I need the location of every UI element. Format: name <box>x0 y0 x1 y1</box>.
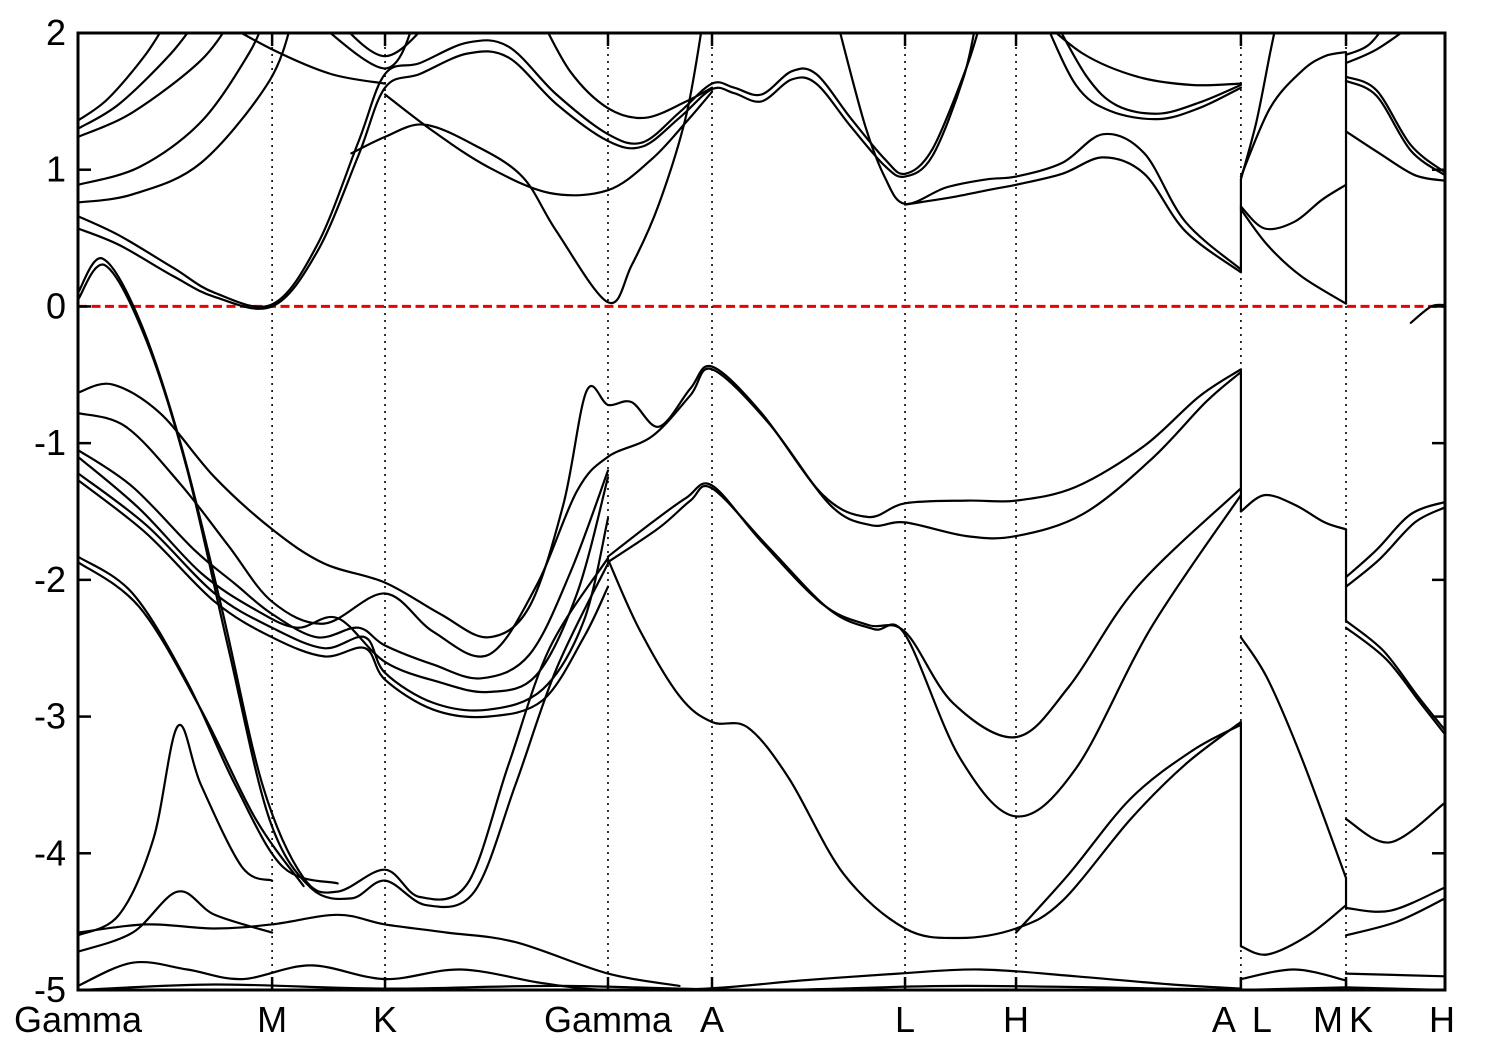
y-tick-label: 1 <box>46 149 66 190</box>
band-r5 <box>1344 500 1445 579</box>
band-v5 <box>78 472 610 712</box>
band-v2 <box>78 367 1242 658</box>
band-r2 <box>1344 33 1403 65</box>
axis-ticks <box>76 31 1447 992</box>
band-c5 <box>78 33 290 204</box>
band-bp2 <box>606 484 1242 818</box>
band-v3 <box>78 448 610 680</box>
band-bp1 <box>606 482 1242 739</box>
band-d1 <box>606 558 1242 940</box>
band-q5 <box>1239 493 1348 531</box>
band-q2 <box>1239 51 1348 178</box>
y-tick-label: -3 <box>34 696 66 737</box>
band-a2 <box>78 890 274 953</box>
y-tick-label: 0 <box>46 285 66 326</box>
band-v4 <box>78 455 610 694</box>
band-p2 <box>78 263 610 909</box>
band-c3 <box>78 33 225 138</box>
k-point-label: A <box>700 999 724 1040</box>
band-x1 <box>348 33 420 58</box>
band-c7b <box>1060 33 1242 115</box>
y-tick-label: 2 <box>46 12 66 53</box>
band-q7 <box>1239 904 1348 956</box>
band-c9b <box>903 156 1242 274</box>
k-point-label: A <box>1212 999 1236 1040</box>
band-q6 <box>1239 636 1348 879</box>
bands <box>78 33 1445 990</box>
band-c12 <box>547 33 714 120</box>
band-c1 <box>78 33 162 122</box>
band-r6b <box>1344 626 1445 736</box>
band-r3 <box>1344 75 1445 174</box>
band-c4 <box>78 33 261 186</box>
band-r7 <box>1344 801 1445 844</box>
band-r5b <box>1344 506 1445 588</box>
band-v1 <box>78 364 1242 639</box>
band-c6b <box>1048 33 1242 121</box>
band-c9a <box>839 33 1242 271</box>
band-x0 <box>239 33 387 85</box>
band-r3b <box>1344 79 1445 177</box>
band-q4 <box>1239 208 1348 305</box>
band-r9 <box>1344 897 1445 937</box>
band-q8 <box>1239 968 1348 982</box>
band-r4 <box>1344 130 1445 182</box>
band-d2 <box>1014 723 1242 934</box>
band-r8 <box>1344 886 1445 913</box>
band-r12 <box>1409 303 1445 324</box>
band-c11 <box>383 90 714 197</box>
y-axis-labels: -5 -4 -3 -2 -1 0 1 2 <box>34 12 66 1010</box>
y-tick-label: -1 <box>34 422 66 463</box>
band-a1 <box>78 723 274 937</box>
k-point-label: M <box>1313 999 1343 1040</box>
band-r10 <box>1344 972 1445 978</box>
band-v5b <box>78 479 610 719</box>
k-point-label: Gamma <box>544 999 673 1040</box>
panel-boundary-jumps <box>1239 52 1348 990</box>
band-c6 <box>78 33 979 308</box>
band-x2 <box>328 33 412 70</box>
y-tick-label: -4 <box>34 832 66 873</box>
k-point-label: K <box>373 999 397 1040</box>
band-v6 <box>78 555 339 885</box>
k-point-label: H <box>1429 999 1455 1040</box>
band-c2 <box>78 33 189 130</box>
k-point-label: Gamma <box>14 999 143 1040</box>
band-f3 <box>78 913 681 987</box>
band-c7 <box>78 33 976 310</box>
y-tick-label: -2 <box>34 559 66 600</box>
k-point-label: L <box>895 999 915 1040</box>
k-point-label: H <box>1003 999 1029 1040</box>
y-tick-label: -5 <box>34 969 66 1010</box>
band-v7 <box>78 561 305 888</box>
band-q3 <box>1239 183 1348 231</box>
x-axis-labels: Gamma M K Gamma A L H A L M K H <box>14 999 1455 1040</box>
band-f2 <box>78 983 1242 990</box>
band-q1 <box>1239 33 1276 181</box>
band-r1 <box>1344 33 1381 56</box>
k-point-label: M <box>257 999 287 1040</box>
k-point-label: K <box>1349 999 1373 1040</box>
band-c10 <box>1054 33 1242 87</box>
plot-border <box>76 31 1447 992</box>
k-point-label: L <box>1252 999 1272 1040</box>
band-c8 <box>350 33 703 305</box>
